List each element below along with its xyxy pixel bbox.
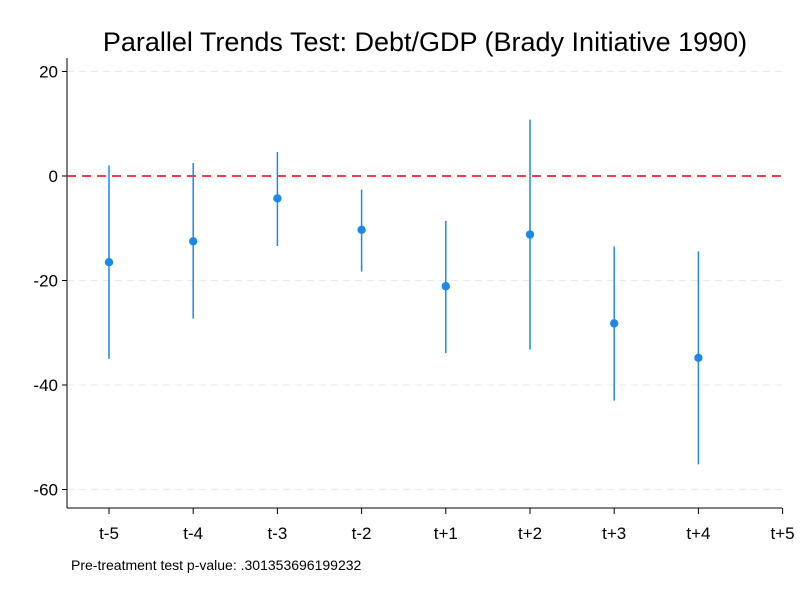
point-estimate-t+4: [694, 353, 703, 363]
point-estimate-t+2: [525, 230, 535, 239]
point-estimate-t-2: [357, 225, 366, 235]
axes: [62, 58, 784, 514]
point-estimate-t-4: [189, 237, 198, 246]
x-tick-label: t+5: [771, 524, 795, 543]
y-tick-label: 0: [49, 167, 58, 186]
x-tick-label: t+3: [602, 524, 626, 543]
y-tick-label: 20: [39, 63, 58, 82]
point-estimate-t+1: [441, 282, 450, 291]
gridlines: [67, 70, 782, 491]
point-estimate-t-5: [104, 258, 114, 267]
point-estimate-t+3: [610, 319, 619, 328]
x-tick-label: t-3: [267, 524, 287, 543]
x-tick-label: t+1: [434, 524, 458, 543]
x-tick-label: t+4: [686, 524, 710, 543]
chart-title: Parallel Trends Test: Debt/GDP (Brady In…: [103, 27, 747, 57]
x-tick-label: t+2: [518, 524, 542, 543]
y-tick-label: -20: [33, 272, 58, 291]
x-tick-labels: t-5 t-4 t-3 t-2 t+1 t+2 t+3 t+4 t+5: [99, 524, 795, 543]
y-tick-label: -60: [33, 481, 58, 500]
point-estimate-t-3: [273, 194, 282, 203]
chart-note: Pre-treatment test p-value: .30135369619…: [71, 557, 362, 573]
x-tick-label: t-2: [352, 524, 372, 543]
y-tick-labels: 20 0 -20 -40 -60: [33, 63, 58, 500]
y-tick-label: -40: [33, 376, 58, 395]
x-tick-label: t-5: [99, 524, 119, 543]
x-tick-label: t-4: [183, 524, 203, 543]
confidence-intervals: [108, 119, 700, 465]
point-estimates: [104, 194, 703, 363]
